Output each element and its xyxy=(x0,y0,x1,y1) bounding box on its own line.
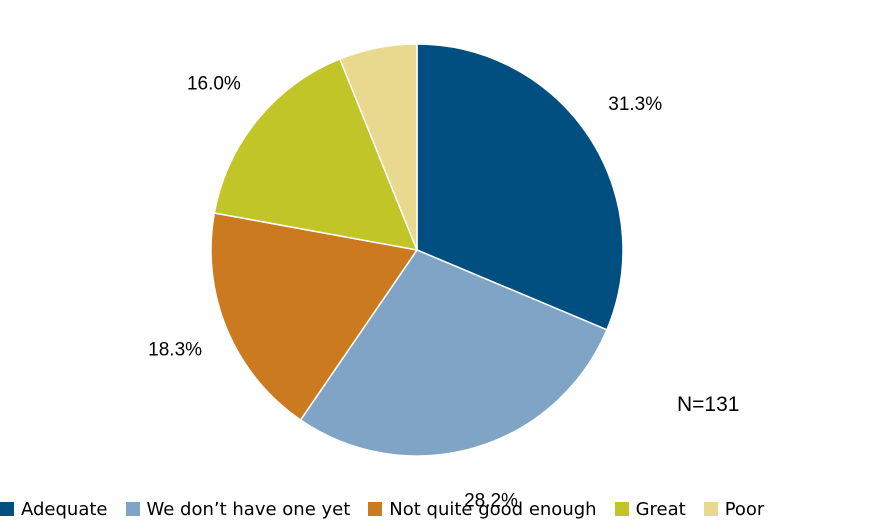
legend-label: We don’t have one yet xyxy=(146,498,351,520)
slice-value-label: 16.0% xyxy=(187,73,241,94)
slice-value-label: 28.2% xyxy=(464,490,518,511)
legend-item-adequate: Adequate xyxy=(0,499,108,520)
legend-swatch xyxy=(614,502,629,516)
slice-value-label: 18.3% xyxy=(148,340,202,361)
legend-swatch xyxy=(0,502,14,516)
slice-value-label: 31.3% xyxy=(608,94,662,115)
sample-size-note: N=131 xyxy=(677,393,740,416)
chart-legend: Adequate We don’t have one yet Not quite… xyxy=(0,495,764,523)
pie-slices xyxy=(210,43,624,457)
pie-slice-1 xyxy=(416,43,624,331)
legend-item-poor: Poor xyxy=(703,498,765,520)
legend-label: Great xyxy=(635,498,686,520)
legend-label: Adequate xyxy=(21,498,108,520)
legend-swatch xyxy=(368,502,383,516)
pie-slice-3 xyxy=(210,212,418,421)
legend-label: Poor xyxy=(724,498,765,520)
legend-item-we-dont-have-one-yet: We don’t have one yet xyxy=(125,498,351,520)
legend-item-great: Great xyxy=(614,498,686,520)
pie-slice-2 xyxy=(299,249,608,457)
pie-slice-labels: 31.3%28.2%18.3%16.0%6.1% xyxy=(148,73,662,511)
pie-slice-5 xyxy=(339,43,418,251)
legend-swatch xyxy=(125,502,140,516)
pie-slice-4 xyxy=(213,58,418,251)
legend-item-not-quite-good-enough: Not quite good enough xyxy=(368,498,597,520)
legend-swatch xyxy=(703,502,718,516)
legend-label: Not quite good enough xyxy=(389,498,597,520)
